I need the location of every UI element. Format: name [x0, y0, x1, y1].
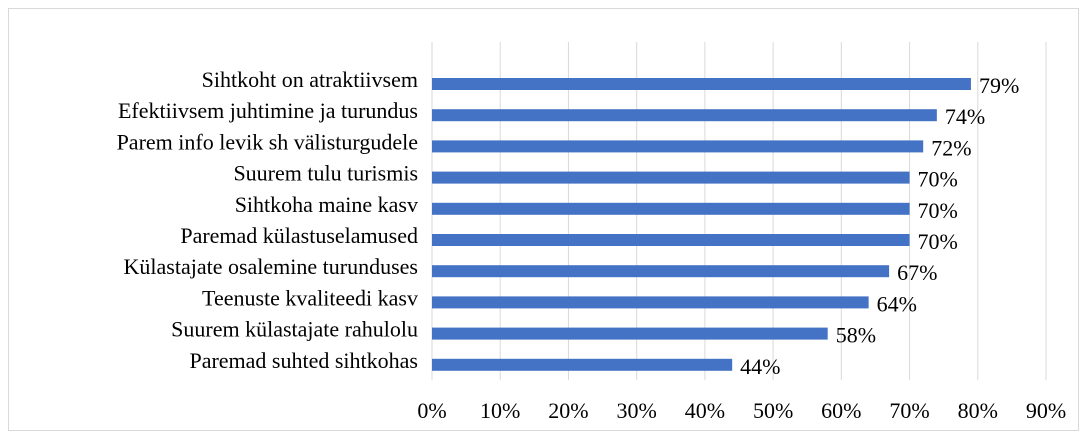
bar: [432, 358, 733, 371]
y-tick-label: Paremad suhted sihtkohas: [189, 348, 418, 373]
data-label: 79%: [979, 73, 1019, 98]
data-label: 72%: [931, 135, 971, 160]
y-tick-label: Sihtkoha maine kasv: [235, 192, 418, 217]
x-tick-label: 40%: [685, 398, 725, 423]
x-tick-label: 20%: [548, 398, 588, 423]
bar: [432, 202, 910, 215]
y-tick-label: Teenuste kvaliteedi kasv: [202, 285, 418, 310]
bar: [432, 234, 910, 246]
bar: [432, 140, 924, 153]
data-label: 74%: [945, 104, 985, 129]
bar: [432, 296, 869, 309]
y-tick-label: Suurem külastajate rahulolu: [171, 317, 418, 342]
x-tick-label: 60%: [821, 398, 861, 423]
bar: [432, 171, 910, 184]
x-tick-label: 50%: [753, 398, 793, 423]
bar: [432, 109, 937, 122]
y-tick-label: Sihtkoht on atraktiivsem: [202, 67, 418, 92]
data-label: 44%: [740, 354, 780, 379]
y-tick-label: Paremad külastuselamused: [180, 223, 418, 248]
x-tick-label: 80%: [958, 398, 998, 423]
bar: [432, 327, 828, 340]
y-tick-label: Efektiivsem juhtimine ja turundus: [118, 98, 418, 123]
data-label: 58%: [836, 323, 876, 348]
y-tick-label: Külastajate osalemine turunduses: [124, 254, 418, 279]
data-label: 70%: [918, 167, 958, 192]
bar: [432, 265, 890, 278]
data-label: 67%: [897, 260, 937, 285]
bar: [432, 78, 971, 90]
x-tick-label: 70%: [889, 398, 929, 423]
y-tick-label: Suurem tulu turismis: [233, 161, 418, 186]
x-tick-label: 10%: [480, 398, 520, 423]
data-label: 70%: [918, 198, 958, 223]
data-label: 70%: [918, 229, 958, 254]
x-tick-label: 90%: [1026, 398, 1066, 423]
y-tick-label: Parem info levik sh välisturgudele: [117, 129, 418, 154]
x-tick-label: 30%: [617, 398, 657, 423]
data-label: 64%: [877, 291, 917, 316]
x-tick-label: 0%: [417, 398, 446, 423]
